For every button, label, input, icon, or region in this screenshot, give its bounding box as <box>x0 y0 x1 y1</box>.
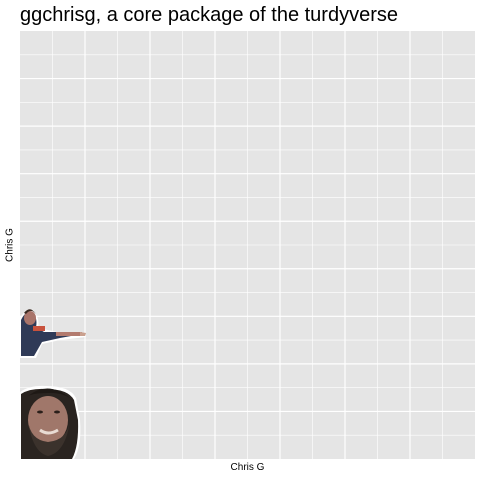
pointing-man-photo <box>20 309 86 358</box>
bearded-man-photo <box>20 385 81 459</box>
x-axis-label: Chris G <box>230 462 265 473</box>
y-axis-label: Chris G <box>4 228 16 262</box>
chart-title: ggchrisg, a core package of the turdyver… <box>20 4 398 26</box>
grid-lines <box>20 31 475 459</box>
